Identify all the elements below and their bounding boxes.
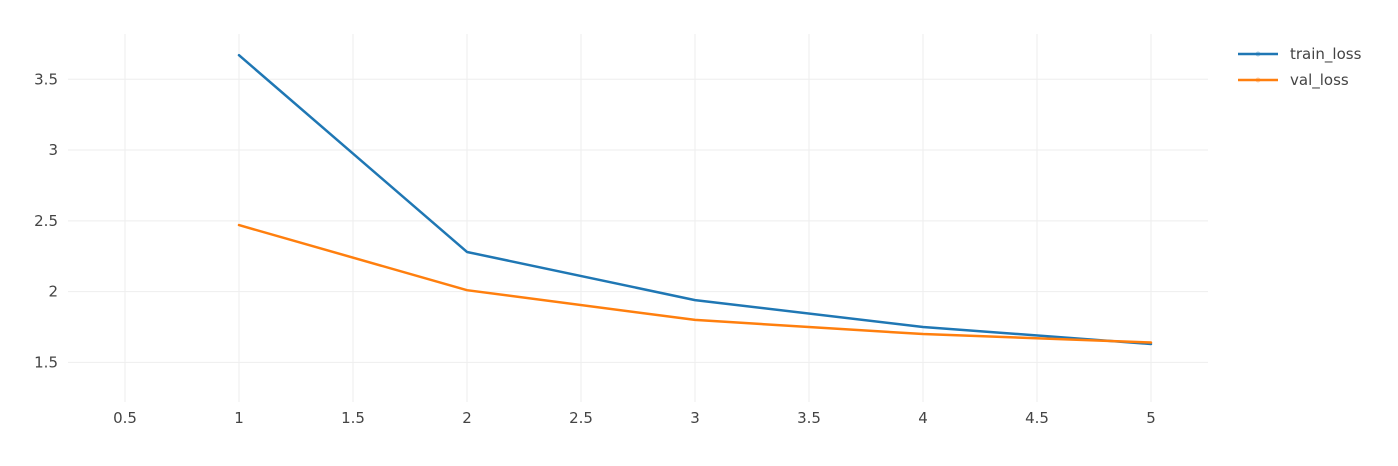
y-tick-label: 3.5 — [34, 70, 58, 88]
x-tick-label: 1 — [234, 409, 244, 427]
x-tick-label: 3 — [690, 409, 700, 427]
x-axis-ticks: 0.5 1 1.5 2 2.5 3 3.5 4 4.5 5 — [113, 409, 1156, 427]
legend-label: val_loss — [1290, 71, 1349, 90]
legend-marker — [1256, 78, 1261, 83]
y-tick-label: 2.5 — [34, 212, 58, 230]
legend-label: train_loss — [1290, 45, 1362, 64]
x-tick-label: 5 — [1146, 409, 1156, 427]
x-tick-label: 2 — [462, 409, 472, 427]
legend: train_loss val_loss — [1238, 45, 1362, 90]
x-tick-label: 4 — [918, 409, 928, 427]
x-tick-label: 1.5 — [341, 409, 365, 427]
x-tick-label: 3.5 — [797, 409, 821, 427]
legend-item-val-loss[interactable]: val_loss — [1238, 71, 1349, 90]
grid-layer — [68, 34, 1208, 402]
y-axis-ticks: 1.5 2 2.5 3 3.5 — [34, 70, 58, 371]
x-tick-label: 2.5 — [569, 409, 593, 427]
y-tick-label: 2 — [48, 283, 58, 301]
legend-item-train-loss[interactable]: train_loss — [1238, 45, 1362, 64]
x-tick-label: 4.5 — [1025, 409, 1049, 427]
legend-marker — [1256, 52, 1261, 57]
x-tick-label: 0.5 — [113, 409, 137, 427]
y-tick-label: 1.5 — [34, 353, 58, 371]
y-tick-label: 3 — [48, 141, 58, 159]
